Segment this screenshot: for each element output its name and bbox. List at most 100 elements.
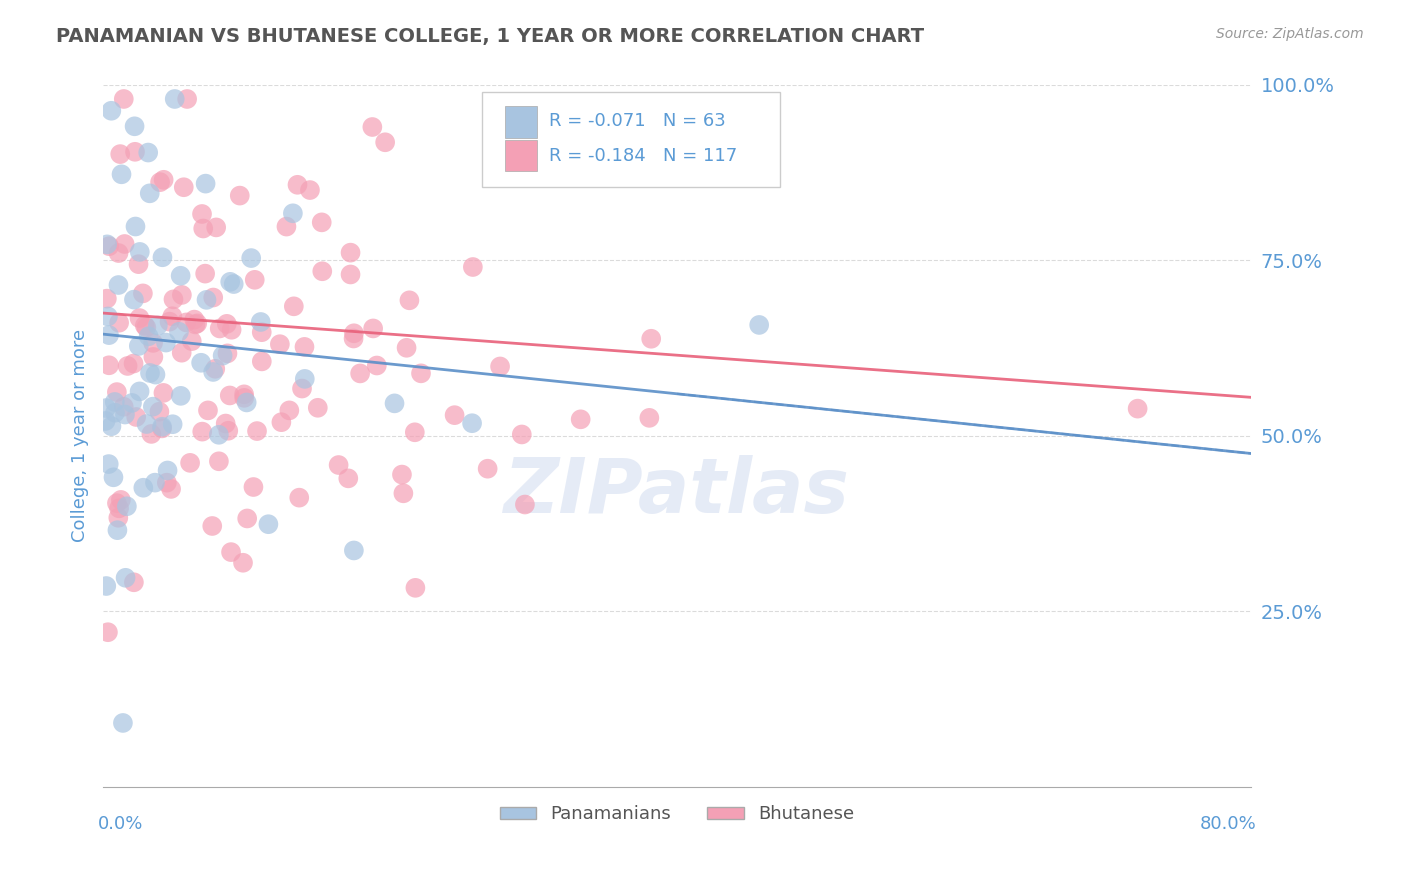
Point <box>339 268 361 282</box>
Point <box>170 389 193 403</box>
Point <box>107 246 129 260</box>
Point <box>173 180 195 194</box>
Point <box>249 315 271 329</box>
Point <box>122 357 145 371</box>
Point <box>193 221 215 235</box>
Point <box>477 461 499 475</box>
Point <box>150 419 173 434</box>
Point <box>96 292 118 306</box>
Point <box>404 581 426 595</box>
Text: ZIPatlas: ZIPatlas <box>505 455 851 529</box>
Point <box>342 331 364 345</box>
Point <box>179 456 201 470</box>
Point <box>409 367 432 381</box>
Text: 80.0%: 80.0% <box>1201 815 1257 833</box>
Point <box>128 244 150 259</box>
FancyBboxPatch shape <box>505 140 537 171</box>
Point <box>117 359 139 373</box>
Point <box>149 175 172 189</box>
Point <box>98 359 121 373</box>
Point <box>97 310 120 324</box>
Point <box>208 321 231 335</box>
Point <box>170 288 193 302</box>
Point <box>128 311 150 326</box>
Point <box>122 575 145 590</box>
Point <box>141 426 163 441</box>
Point <box>139 366 162 380</box>
Point <box>155 335 177 350</box>
Point <box>250 354 273 368</box>
Point <box>100 103 122 118</box>
Point <box>183 312 205 326</box>
Point <box>152 385 174 400</box>
Point <box>361 321 384 335</box>
Point <box>162 310 184 324</box>
Point <box>510 427 533 442</box>
Point <box>107 278 129 293</box>
Point <box>108 316 131 330</box>
Point <box>132 286 155 301</box>
Point <box>288 491 311 505</box>
Point <box>135 417 157 431</box>
Text: PANAMANIAN VS BHUTANESE COLLEGE, 1 YEAR OR MORE CORRELATION CHART: PANAMANIAN VS BHUTANESE COLLEGE, 1 YEAR … <box>56 27 924 45</box>
Point <box>138 329 160 343</box>
Point <box>150 421 173 435</box>
Point <box>105 496 128 510</box>
Point <box>489 359 512 374</box>
Point <box>114 408 136 422</box>
Point <box>398 293 420 308</box>
Point <box>112 400 135 414</box>
Point <box>287 178 309 192</box>
Point <box>461 416 484 430</box>
Point <box>98 328 121 343</box>
Point <box>135 320 157 334</box>
Point <box>156 463 179 477</box>
Point <box>349 367 371 381</box>
Point <box>132 481 155 495</box>
Point <box>208 454 231 468</box>
Point <box>111 715 134 730</box>
Point <box>404 425 426 440</box>
Point <box>108 501 131 516</box>
Point <box>108 147 131 161</box>
Point <box>222 277 245 291</box>
Point <box>128 339 150 353</box>
Point <box>240 251 263 265</box>
Point <box>235 395 257 409</box>
Point <box>104 406 127 420</box>
Point <box>114 571 136 585</box>
Point <box>142 400 165 414</box>
Point <box>142 350 165 364</box>
Point <box>136 145 159 160</box>
Point <box>218 388 240 402</box>
Point <box>195 293 218 307</box>
Point <box>143 475 166 490</box>
Point <box>124 219 146 234</box>
Point <box>242 480 264 494</box>
Point <box>124 120 146 134</box>
Point <box>569 412 592 426</box>
Point <box>291 382 314 396</box>
Point <box>184 318 207 332</box>
Point <box>219 545 242 559</box>
Point <box>384 396 406 410</box>
Point <box>233 387 256 401</box>
Point <box>94 401 117 415</box>
Point <box>124 145 146 159</box>
Point <box>139 186 162 201</box>
Point <box>294 340 316 354</box>
Point <box>142 335 165 350</box>
Point <box>343 326 366 341</box>
Point <box>159 315 181 329</box>
Point <box>190 356 212 370</box>
Point <box>180 334 202 348</box>
Point <box>283 299 305 313</box>
Point <box>112 92 135 106</box>
Point <box>215 317 238 331</box>
Point <box>105 385 128 400</box>
Point <box>194 267 217 281</box>
Point <box>250 325 273 339</box>
Point <box>110 492 132 507</box>
Point <box>366 359 388 373</box>
Point <box>243 273 266 287</box>
